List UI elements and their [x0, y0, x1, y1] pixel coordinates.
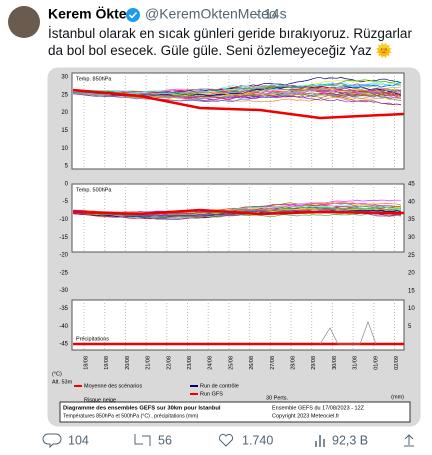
tweet-text: İstanbul olarak en sıcak günleri geride … — [48, 26, 412, 58]
date-label: 28/08 — [290, 356, 296, 370]
ensemble-line — [72, 92, 402, 103]
right-label: 20 — [408, 271, 415, 277]
mean-line — [72, 88, 405, 120]
unit: (mm) — [391, 394, 404, 400]
panel-label: Temp. 500hPa — [76, 187, 112, 193]
date-label: 27/08 — [270, 356, 276, 370]
left-label: 0 — [65, 181, 69, 187]
reply-icon[interactable] — [42, 433, 62, 449]
like-icon[interactable] — [218, 433, 234, 447]
left-label: -45 — [59, 342, 68, 348]
unit: (°C) — [52, 371, 62, 377]
right-label: 10 — [408, 306, 415, 312]
legend-label: Moyenne des scénarios — [84, 383, 142, 389]
date-label: 20/08 — [125, 356, 131, 370]
snow: Risque neige — [84, 397, 116, 403]
date-label: 18/08 — [83, 356, 89, 370]
date-label: 19/08 — [104, 356, 110, 370]
ensemble-line — [72, 82, 402, 95]
left-label: -30 — [59, 288, 68, 294]
left-label: -15 — [59, 235, 68, 241]
verified-badge — [126, 8, 140, 22]
left-label: -25 — [59, 270, 68, 276]
right-label: 5 — [408, 324, 412, 330]
replies: 104 — [68, 433, 89, 447]
text-box: İstanbul olarak en sıcak günleri geride … — [48, 26, 412, 58]
left-label: -35 — [59, 306, 68, 312]
check — [128, 11, 138, 19]
separator: · — [255, 6, 260, 22]
left-label: 15 — [61, 128, 68, 134]
retweets: 56 — [158, 433, 172, 447]
date-label: 21/08 — [146, 356, 152, 370]
date-label: 25/08 — [228, 356, 234, 370]
date-label: 02/09 — [394, 356, 400, 370]
panel — [71, 183, 405, 253]
precip-spikes — [319, 320, 377, 345]
time[interactable]: 14s — [264, 6, 287, 22]
share-icon[interactable] — [404, 434, 414, 447]
date-label: 22/08 — [166, 356, 172, 370]
mean-line — [72, 208, 405, 216]
run: Ensemble GEFS du 17/08/2023 - 12Z — [272, 405, 365, 411]
right-label: 30 — [408, 235, 415, 241]
footer-box — [59, 401, 411, 423]
author[interactable]: Kerem Ökten — [48, 6, 135, 22]
panel-label: Précipitations — [76, 336, 109, 342]
views: 92,3 B — [332, 433, 368, 447]
left-label: -20 — [59, 253, 68, 259]
altitude: Alt. 53m — [52, 379, 73, 385]
right-label: 45 — [408, 182, 415, 188]
ensemble-line — [73, 89, 402, 102]
retweet-icon[interactable] — [134, 434, 151, 446]
left-label: 25 — [61, 92, 68, 98]
left-label: -40 — [59, 324, 68, 330]
footer-title: Diagramme des ensembles GEFS sur 30km po… — [63, 406, 221, 412]
date-label: 31/08 — [353, 356, 359, 370]
right-label: 25 — [408, 253, 415, 259]
legend-label: 30 Perts. — [266, 395, 288, 401]
left-label: 10 — [61, 146, 68, 152]
actions: 104 56 1.740 92,3 B — [42, 433, 414, 449]
panel — [71, 299, 405, 351]
copyright: Copyright 2023 Meteociel.fr — [272, 413, 339, 419]
right-label: 40 — [408, 199, 415, 205]
left-label: 20 — [61, 110, 68, 116]
views-icon[interactable] — [315, 435, 325, 447]
date-label: 01/09 — [373, 356, 379, 370]
panel-label: Temp. 850hPa — [76, 76, 112, 82]
likes: 1.740 — [242, 433, 273, 447]
avatar[interactable] — [8, 6, 40, 38]
handle[interactable]: @KeremOktenMeteo — [145, 6, 277, 22]
date-label: 24/08 — [208, 356, 214, 370]
date-label: 30/08 — [332, 356, 338, 370]
left-label: -5 — [63, 199, 69, 205]
left-label: -10 — [59, 217, 68, 223]
legend-label: Run GFS — [200, 391, 223, 397]
left-label: 5 — [65, 164, 69, 170]
right-label: 35 — [408, 217, 415, 223]
ensemble-line — [72, 202, 402, 214]
right-label: 15 — [408, 288, 415, 294]
legend-label: Run de contrôle — [200, 383, 239, 389]
date-label: 26/08 — [249, 356, 255, 370]
left-label: 30 — [61, 75, 68, 81]
chart-image[interactable] — [47, 67, 421, 427]
footer-sub: Températures 850hPa et 500hPa (°C) , pré… — [63, 413, 199, 419]
date-label: 23/08 — [187, 356, 193, 370]
ensemble-line — [72, 82, 402, 93]
date-label: 29/08 — [311, 356, 317, 370]
